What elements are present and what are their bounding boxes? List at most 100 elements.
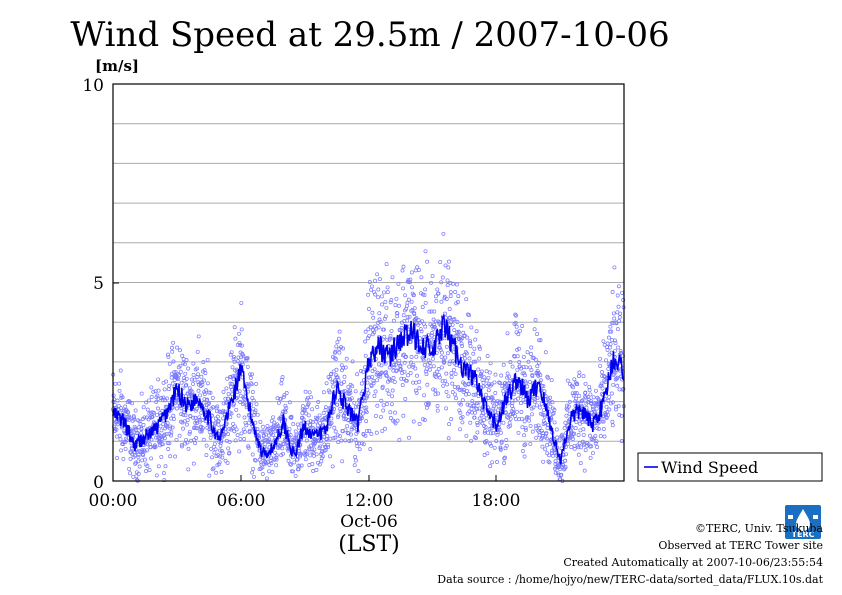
raw-data-point [446, 436, 451, 441]
raw-data-point [377, 311, 382, 316]
raw-data-point [202, 392, 207, 396]
raw-data-point [131, 433, 135, 438]
raw-data-point [591, 395, 596, 400]
raw-data-point [132, 415, 136, 420]
raw-data-point [513, 312, 518, 317]
raw-data-point [405, 315, 410, 320]
raw-data-point [246, 445, 251, 450]
raw-data-point [615, 327, 620, 332]
raw-data-point [271, 415, 275, 420]
raw-data-point [184, 383, 189, 388]
raw-data-point [409, 270, 414, 275]
raw-data-point [375, 272, 380, 277]
raw-data-point [536, 360, 541, 365]
raw-data-point [366, 391, 371, 396]
raw-data-point [533, 357, 538, 362]
raw-data-point [517, 417, 521, 422]
raw-data-point [195, 366, 200, 371]
raw-data-point [417, 422, 422, 426]
raw-data-point [159, 454, 164, 459]
raw-data-point [449, 417, 454, 422]
raw-data-point [226, 446, 231, 451]
raw-data-point [581, 432, 586, 437]
raw-data-point [571, 432, 576, 437]
raw-data-point [481, 380, 486, 385]
raw-data-point [440, 350, 444, 355]
raw-data-point [385, 402, 389, 406]
raw-data-point [577, 441, 582, 446]
raw-data-point [599, 381, 604, 386]
raw-data-point [363, 329, 368, 334]
raw-data-point [202, 397, 207, 402]
raw-data-point [435, 408, 440, 413]
raw-data-point [441, 383, 446, 388]
raw-data-point [444, 344, 449, 349]
raw-data-point [455, 300, 460, 304]
raw-data-point [465, 388, 469, 393]
raw-data-point [340, 368, 344, 373]
raw-data-point [387, 376, 392, 381]
raw-data-point [218, 448, 223, 453]
raw-data-point [470, 399, 475, 404]
x-tick-label: 00:00 [89, 491, 138, 511]
raw-data-point [464, 297, 469, 302]
raw-data-point [359, 381, 364, 386]
raw-data-point [457, 408, 462, 413]
raw-data-point [177, 433, 182, 438]
raw-data-point [260, 465, 265, 470]
raw-data-point [162, 387, 167, 392]
raw-data-point [427, 360, 432, 365]
raw-data-point [217, 454, 222, 459]
wind-speed-line [112, 313, 625, 465]
raw-data-point [576, 401, 581, 406]
raw-data-point [582, 468, 587, 473]
raw-data-point [388, 416, 393, 420]
raw-data-point [237, 331, 241, 336]
raw-data-point [386, 391, 391, 396]
raw-data-point [367, 333, 372, 338]
raw-data-point [621, 298, 626, 302]
raw-data-point [184, 358, 189, 362]
raw-data-point [381, 327, 386, 332]
raw-data-point [335, 433, 340, 438]
raw-data-point [475, 407, 479, 412]
raw-data-point [382, 316, 387, 321]
raw-data-point [477, 356, 482, 361]
raw-data-point [400, 268, 405, 273]
raw-data-point [177, 373, 181, 378]
raw-data-point [241, 354, 246, 359]
raw-data-point [180, 444, 184, 449]
raw-data-point [339, 438, 344, 443]
raw-data-point [118, 406, 123, 411]
raw-data-point [325, 434, 330, 438]
raw-data-point [315, 416, 320, 421]
raw-data-point [174, 406, 179, 411]
raw-data-point [283, 410, 288, 414]
raw-data-point [246, 444, 251, 449]
raw-data-point [471, 359, 476, 364]
raw-data-point [443, 311, 447, 316]
raw-data-point [444, 371, 449, 376]
raw-data-point [153, 444, 158, 449]
raw-data-point [227, 439, 232, 444]
raw-data-point [314, 419, 318, 424]
raw-data-point [260, 471, 265, 476]
raw-data-point [141, 423, 146, 427]
raw-data-point [205, 381, 210, 386]
raw-data-point [279, 381, 284, 386]
raw-data-point [139, 431, 144, 436]
raw-data-point [542, 414, 547, 419]
raw-data-point [350, 384, 355, 389]
raw-data-point [291, 469, 295, 474]
raw-data-point [598, 356, 602, 361]
raw-data-point [188, 429, 192, 434]
raw-data-point [187, 386, 192, 391]
raw-data-point [353, 437, 358, 442]
raw-data-point [404, 354, 408, 359]
raw-data-point [423, 300, 428, 305]
credit-created: Created Automatically at 2007-10-06/23:5… [563, 556, 823, 569]
raw-data-point [595, 445, 600, 450]
raw-data-point [425, 400, 430, 405]
raw-data-point [433, 392, 438, 397]
raw-data-point [261, 433, 266, 438]
